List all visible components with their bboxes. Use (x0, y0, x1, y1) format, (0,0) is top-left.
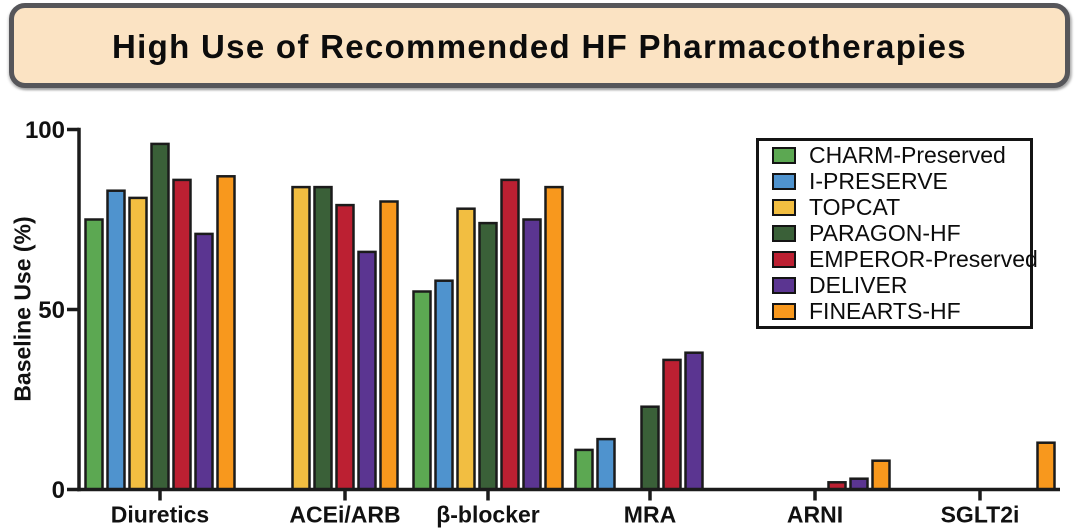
legend-swatch-i-preserve (772, 173, 796, 190)
bar-topcat-diuretics (128, 196, 148, 491)
bar-i-preserve-mra (596, 437, 616, 491)
title-banner: High Use of Recommended HF Pharmacothera… (9, 3, 1070, 88)
bar-i-preserve-blocker (434, 279, 454, 491)
bar-emperor-preserved-blocker (500, 178, 520, 491)
bar-i-preserve-diuretics (106, 189, 126, 491)
y-tick-label-100: 100 (25, 117, 65, 144)
bar-finearts-hf-sglt2i (1036, 441, 1056, 491)
legend-item-emperor-preserved: EMPEROR-Preserved (772, 248, 1038, 271)
legend-swatch-emperor-preserved (772, 251, 796, 268)
x-label-arni: ARNI (787, 502, 843, 528)
legend-swatch-topcat (772, 199, 796, 216)
bar-topcat-acei-arb (291, 185, 311, 491)
legend-label: TOPCAT (809, 194, 901, 220)
x-label-mra: MRA (624, 502, 676, 528)
legend-label: FINEARTS-HF (809, 298, 961, 324)
bar-deliver-blocker (522, 218, 542, 491)
legend-item-topcat: TOPCAT (772, 196, 1030, 219)
bar-emperor-preserved-acei-arb (335, 203, 355, 491)
bar-deliver-acei-arb (357, 250, 377, 491)
bar-paragon-hf-mra (640, 405, 660, 491)
legend-swatch-paragon-hf (772, 225, 796, 242)
legend-item-paragon-hf: PARAGON-HF (772, 222, 1030, 245)
x-label-sglt2i: SGLT2i (941, 502, 1020, 528)
bar-charm-preserved-blocker (412, 290, 432, 491)
bar-deliver-diuretics (194, 232, 214, 491)
legend: CHARM-Preserved I-PRESERVE TOPCAT PARAGON-H… (756, 138, 1038, 329)
x-label-acei-arb: ACEi/ARB (289, 502, 400, 528)
legend-label: CHARM-Preserved (809, 142, 1006, 168)
legend-swatch-charm-preserved (772, 147, 796, 164)
bar-finearts-hf-blocker (544, 185, 564, 491)
legend-swatch-finearts-hf (772, 303, 796, 320)
legend-label: EMPEROR-Preserved (809, 246, 1038, 272)
bar-topcat-blocker (456, 207, 476, 491)
y-axis-title: Baseline Use (%) (9, 216, 36, 402)
legend-swatch-deliver (772, 277, 796, 294)
bar-paragon-hf-acei-arb (313, 185, 333, 491)
figure-title: High Use of Recommended HF Pharmacothera… (112, 27, 967, 65)
bar-deliver-mra (684, 351, 704, 491)
bar-emperor-preserved-mra (662, 358, 682, 491)
bar-charm-preserved-mra (574, 448, 594, 491)
bar-finearts-hf-diuretics (216, 175, 236, 491)
legend-label: PARAGON-HF (809, 220, 961, 246)
legend-label: I-PRESERVE (809, 168, 948, 194)
legend-item-charm-preserved: CHARM-Preserved (772, 144, 1030, 167)
bar-charm-preserved-diuretics (84, 218, 104, 491)
bar-paragon-hf-diuretics (150, 142, 170, 491)
bar-finearts-hf-arni (871, 459, 891, 491)
x-label-blocker: β-blocker (436, 502, 540, 528)
x-label-diuretics: Diuretics (111, 502, 209, 528)
bar-paragon-hf-blocker (478, 221, 498, 491)
legend-item-finearts-hf: FINEARTS-HF (772, 300, 1030, 323)
legend-item-i-preserve: I-PRESERVE (772, 170, 1030, 193)
bar-finearts-hf-acei-arb (379, 200, 399, 491)
y-tick-label-0: 0 (52, 477, 65, 504)
y-tick-label-50: 50 (38, 297, 65, 324)
legend-item-deliver: DELIVER (772, 274, 1030, 297)
legend-label: DELIVER (809, 272, 908, 298)
bar-emperor-preserved-diuretics (172, 178, 192, 491)
